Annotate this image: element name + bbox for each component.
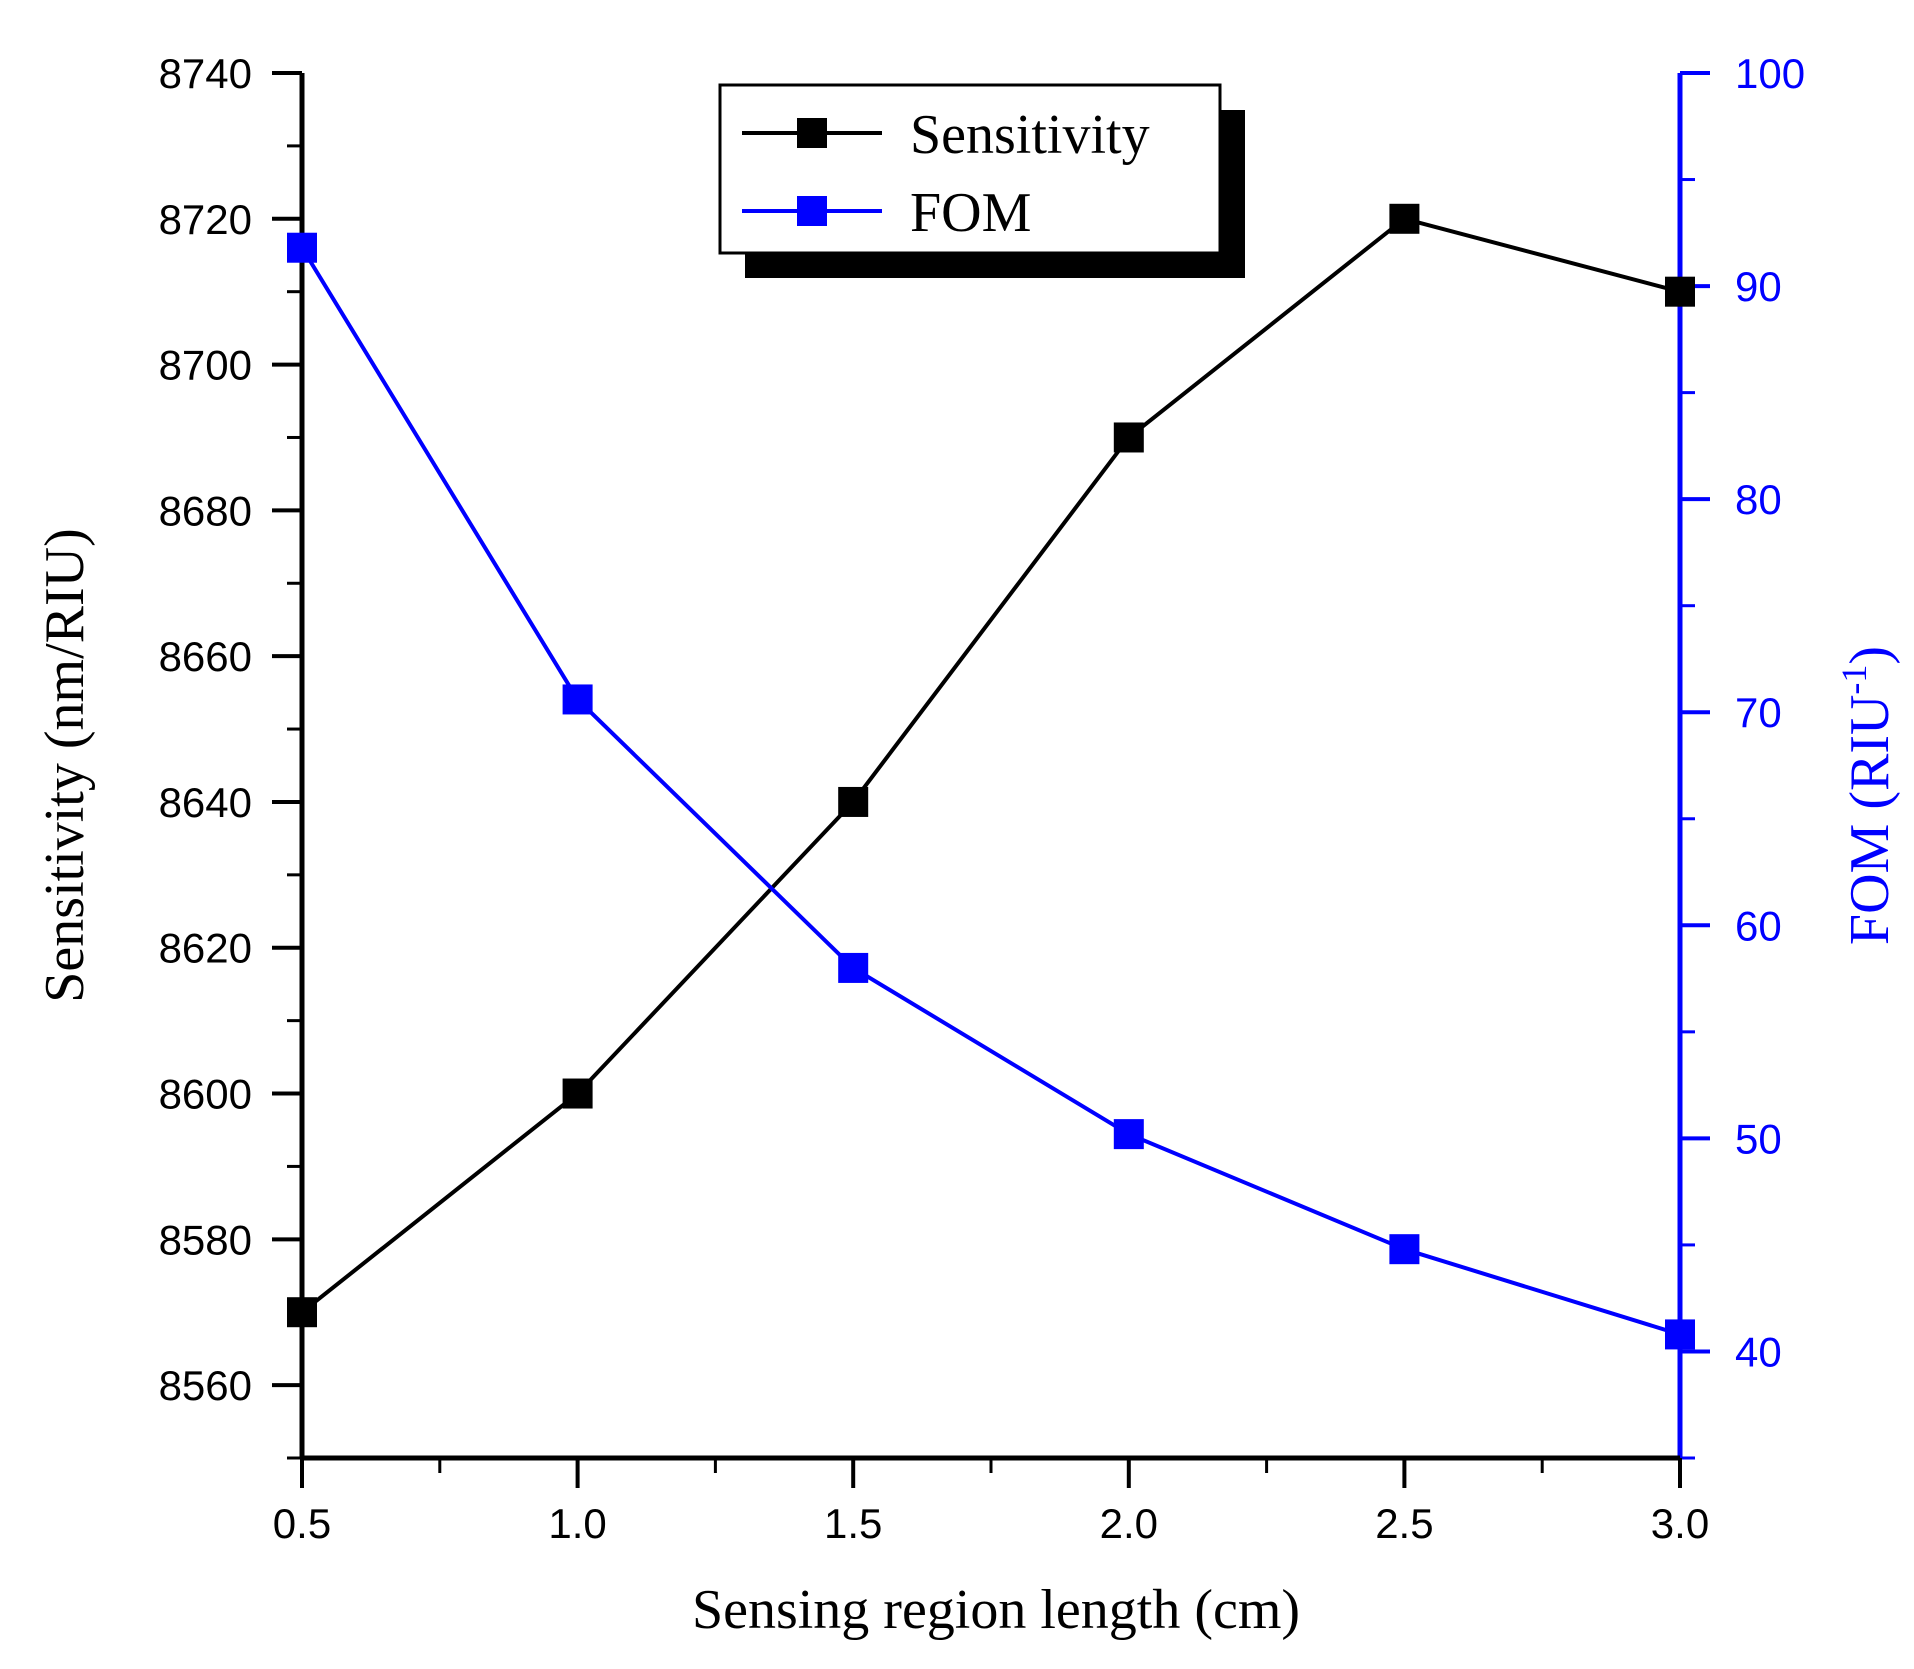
sensitivity-line	[300, 216, 1681, 1314]
fom-point	[287, 232, 317, 263]
fom-point	[1389, 1234, 1420, 1265]
fom-line	[300, 246, 1681, 1337]
left-y-tick-label: 8620	[159, 925, 252, 972]
right-y-tick-label: 60	[1735, 902, 1782, 949]
right-y-tick-label: 100	[1735, 50, 1805, 97]
x-tick-label: 3.0	[1651, 1500, 1709, 1547]
right-y-tick-label: 40	[1735, 1328, 1782, 1375]
right-y-tick-label: 80	[1735, 476, 1782, 523]
fom-point	[562, 684, 593, 715]
left-y-tick-label: 8600	[159, 1071, 252, 1118]
left-y-tick-label: 8740	[159, 50, 252, 97]
left-y-tick-label: 8560	[159, 1362, 252, 1409]
left-y-tick-label: 8680	[159, 487, 252, 534]
sensitivity-point	[287, 1297, 317, 1328]
x-tick-label: 0.5	[273, 1500, 331, 1547]
left-y-tick-label: 8580	[159, 1216, 252, 1263]
left-y-tick-label: 8700	[159, 342, 252, 389]
right-y-tick-label: 70	[1735, 689, 1782, 736]
fom-point	[1665, 1319, 1695, 1350]
fom-point	[1113, 1119, 1144, 1150]
right-y-tick-label: 50	[1735, 1115, 1782, 1162]
legend-sensitivity-marker	[797, 118, 827, 148]
x-tick-label: 2.5	[1375, 1500, 1433, 1547]
plot-area: 8560 8580 8600 8620 8640 8660 8680 8700 8720 8740…	[34, 50, 1901, 1641]
right-y-axis-title-superscript: -1	[1834, 665, 1874, 695]
right-y-axis-title: FOM (RIU-1)	[1834, 646, 1901, 945]
x-axis-title: Sensing region length (cm)	[692, 1579, 1300, 1641]
sensitivity-point	[838, 786, 869, 817]
x-tick-label: 1.0	[548, 1500, 606, 1547]
x-tick-label: 2.0	[1100, 1500, 1158, 1547]
right-y-axis-title-close: )	[1839, 646, 1901, 665]
left-y-axis-title: Sensitivity (nm/RIU)	[34, 528, 96, 1002]
left-y-tick-label: 8640	[159, 779, 252, 826]
sensitivity-point	[1389, 203, 1420, 234]
x-tick-label: 1.5	[824, 1500, 882, 1547]
sensitivity-point	[562, 1078, 593, 1109]
right-y-axis-title-base: FOM (RIU	[1839, 695, 1901, 945]
left-y-tick-label: 8660	[159, 633, 252, 680]
legend-fom-marker	[797, 196, 827, 226]
sensitivity-point	[1665, 276, 1695, 307]
sensitivity-point	[1113, 422, 1144, 453]
right-y-tick-label: 90	[1735, 263, 1782, 310]
left-y-tick-label: 8720	[159, 196, 252, 243]
legend-sensitivity-label: Sensitivity	[910, 104, 1150, 166]
legend-fom-label: FOM	[910, 182, 1031, 244]
fom-point	[838, 952, 869, 983]
